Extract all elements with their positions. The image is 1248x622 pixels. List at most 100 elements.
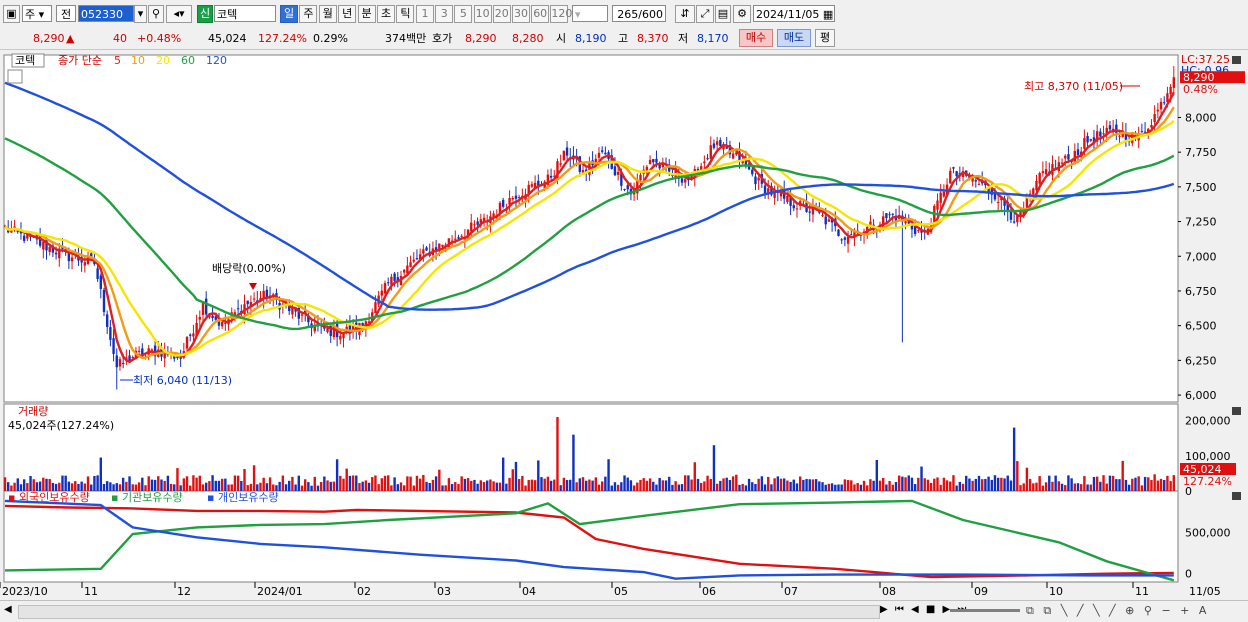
volume-bar xyxy=(668,476,671,491)
volume-bar xyxy=(380,478,384,491)
candle-body xyxy=(974,180,978,182)
buy-button[interactable]: 매수 xyxy=(739,29,773,47)
price-tick-label: 6,000 xyxy=(1185,389,1217,402)
volume-bar xyxy=(917,477,920,491)
period-tab-3[interactable]: 년 xyxy=(338,5,357,23)
volume-bar xyxy=(230,484,233,491)
volume-bar xyxy=(521,475,524,491)
amount-value: 374백만 xyxy=(385,32,427,45)
scroll-left-icon[interactable]: ◀ xyxy=(4,604,12,615)
volume-bar xyxy=(1102,475,1105,491)
drawing-tools[interactable]: ⧉ ⧉ ╲ ╱ ╲ ╱ ⊕ ⚲ − + A xyxy=(1026,604,1210,617)
volume-bar xyxy=(163,480,166,491)
prefix-button[interactable]: 전 xyxy=(56,5,76,22)
volume-bar xyxy=(418,478,422,491)
period-tab-2[interactable]: 월 xyxy=(318,5,337,23)
period-tab-0[interactable]: 일 xyxy=(280,5,298,23)
volume-bar xyxy=(530,479,534,491)
sell-button[interactable]: 매도 xyxy=(777,29,811,47)
volume-bar xyxy=(1099,481,1102,491)
interval-button-1[interactable]: 3 xyxy=(435,5,454,23)
volume-bar xyxy=(553,479,556,491)
volume-bar xyxy=(1060,483,1064,491)
chart-style-icon[interactable]: ⇵ xyxy=(675,5,695,23)
volume-bar xyxy=(246,485,249,491)
holding-legend-2: ▪ 개인보유수량 xyxy=(207,491,279,504)
horizontal-scrollbar[interactable] xyxy=(18,605,880,619)
candle-body xyxy=(470,222,473,232)
volume-bar xyxy=(904,477,907,491)
interval-button-4[interactable]: 20 xyxy=(492,5,511,23)
crosshair-icon[interactable]: ⤢ xyxy=(696,5,714,23)
candle-body xyxy=(153,345,157,357)
interval-button-0[interactable]: 1 xyxy=(416,5,434,23)
interval-button-7[interactable]: 120 xyxy=(550,5,572,23)
save-icon[interactable]: ▤ xyxy=(715,5,731,23)
zoom-slider[interactable] xyxy=(950,609,1020,612)
volume-bar xyxy=(300,485,304,491)
candle-body xyxy=(553,175,556,177)
playback-controls[interactable]: ▶ ⏮ ◀ ■ ▶ ⏭ xyxy=(880,604,969,615)
period-tab-1[interactable]: 주 xyxy=(299,5,318,23)
candle-body xyxy=(1086,136,1089,143)
code-dropdown-icon[interactable]: ▾ xyxy=(134,5,147,23)
candle-body xyxy=(492,213,495,218)
candle-body xyxy=(1019,211,1022,216)
candle-body xyxy=(441,244,444,247)
count-field[interactable]: 265/600 xyxy=(612,5,666,22)
period-tab-5[interactable]: 초 xyxy=(377,5,395,23)
volume-bar xyxy=(623,475,626,491)
x-label: 2023/10 xyxy=(2,585,48,598)
volume-bar xyxy=(527,480,530,491)
interval-button-5[interactable]: 30 xyxy=(512,5,530,23)
volume-bar xyxy=(549,480,553,491)
candle-body xyxy=(185,336,189,349)
date-input[interactable]: 2024/11/05 ▦ xyxy=(753,5,835,22)
candle-body xyxy=(885,213,888,219)
volume-bar xyxy=(859,484,863,491)
candle-body xyxy=(728,145,732,155)
volume-bar xyxy=(291,476,294,491)
candle-body xyxy=(498,202,502,214)
candle-body xyxy=(204,298,208,315)
candle-body xyxy=(901,215,904,222)
candle-body xyxy=(1044,169,1048,175)
candle-body xyxy=(894,215,898,222)
volume-bar xyxy=(22,479,26,491)
interval-button-6[interactable]: 60 xyxy=(531,5,550,23)
chart-area[interactable]: 8,000 7,750 7,500 7,250 7,000 6,750 6,500 6,250… xyxy=(0,50,1248,600)
x-label: 05 xyxy=(614,585,628,598)
settings-icon[interactable]: ⚙ xyxy=(733,5,751,23)
candle-body xyxy=(731,153,735,159)
code-input[interactable]: 052330 xyxy=(78,5,134,22)
search-icon[interactable]: ⚲ xyxy=(148,5,164,23)
volume-bar xyxy=(648,478,652,491)
lc-label: LC:37.25 xyxy=(1181,53,1230,66)
volume-bar xyxy=(792,479,795,491)
candle-body xyxy=(917,230,920,232)
period-tab-6[interactable]: 틱 xyxy=(396,5,415,23)
candle-body xyxy=(45,239,48,251)
stock-name-field[interactable]: 코텍 xyxy=(214,5,276,22)
candle-body xyxy=(418,254,422,260)
interval-button-2[interactable]: 5 xyxy=(454,5,473,23)
market-select[interactable]: 주 ▾ xyxy=(22,5,52,22)
volume-bar xyxy=(1108,475,1112,491)
candle-body xyxy=(527,184,530,194)
change-pct: +0.48% xyxy=(137,32,182,45)
speaker-icon[interactable]: ◂▾ xyxy=(166,5,192,23)
period-tab-4[interactable]: 분 xyxy=(357,5,376,23)
window-menu-icon[interactable]: ▣ xyxy=(3,5,20,23)
volume-bar xyxy=(67,481,71,491)
candle-body xyxy=(326,327,329,333)
volume-bar xyxy=(575,482,578,491)
interval-button-3[interactable]: 10 xyxy=(473,5,492,23)
volume-bar xyxy=(479,480,483,491)
candle-body xyxy=(374,302,377,314)
interval-custom-input[interactable]: ▾ xyxy=(572,5,608,22)
calendar-icon[interactable]: ▦ xyxy=(822,8,834,21)
volume-bar xyxy=(220,478,224,491)
eval-button[interactable]: 평 xyxy=(815,29,835,47)
candle-body xyxy=(770,186,773,195)
volume-bar xyxy=(744,485,748,491)
